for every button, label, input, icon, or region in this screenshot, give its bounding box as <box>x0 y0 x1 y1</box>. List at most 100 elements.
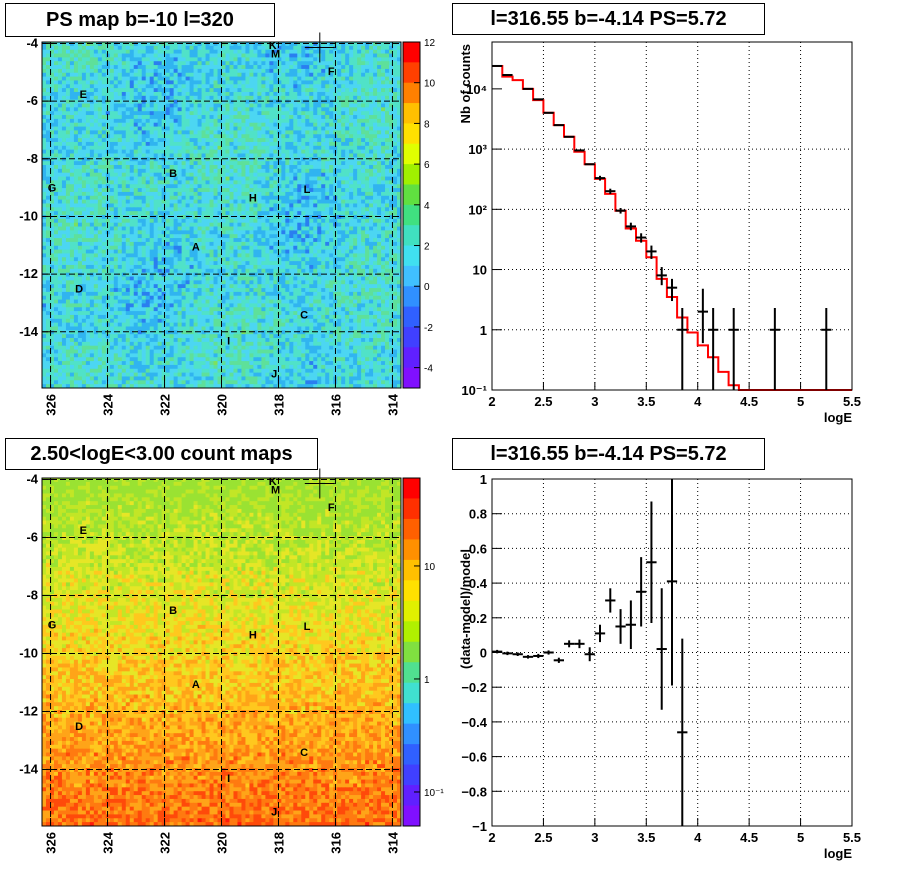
map-pixel <box>57 249 63 254</box>
map-pixel <box>42 111 47 116</box>
map-pixel <box>281 111 286 116</box>
map-pixel <box>93 65 99 70</box>
map-pixel <box>225 245 230 250</box>
map-pixel <box>397 91 402 97</box>
map-pixel <box>69 88 75 93</box>
map-pixel <box>85 138 91 143</box>
map-pixel <box>361 107 366 112</box>
map-pixel <box>237 195 242 201</box>
map-pixel <box>42 138 47 143</box>
map-pixel <box>237 126 242 131</box>
map-pixel <box>125 168 131 174</box>
map-pixel <box>61 203 67 208</box>
map-pixel <box>293 153 298 158</box>
map-pixel <box>165 99 171 104</box>
map-pixel <box>65 80 71 85</box>
map-pixel <box>117 42 123 47</box>
map-pixel <box>357 222 362 227</box>
map-pixel <box>393 165 398 170</box>
map-pixel <box>69 157 75 162</box>
map-pixel <box>353 111 358 116</box>
map-pixel <box>361 57 366 62</box>
map-pixel <box>181 245 186 250</box>
map-pixel <box>97 207 103 212</box>
map-pixel <box>229 88 234 93</box>
map-pixel <box>245 165 250 170</box>
map-pixel <box>157 61 163 66</box>
map-pixel <box>313 149 318 154</box>
map-pixel <box>261 222 266 227</box>
map-pixel <box>153 157 159 162</box>
map-pixel <box>109 230 115 235</box>
map-pixel <box>397 168 402 174</box>
map-pixel <box>385 138 390 143</box>
map-pixel <box>185 176 190 181</box>
map-pixel <box>69 191 75 197</box>
map-pixel <box>97 130 103 135</box>
map-pixel <box>61 172 67 177</box>
map-pixel <box>53 172 59 177</box>
map-pixel <box>137 76 143 81</box>
map-pixel <box>353 103 358 108</box>
map-pixel <box>61 138 67 143</box>
map-pixel <box>305 134 310 139</box>
map-pixel <box>141 191 147 197</box>
map-pixel <box>109 222 115 227</box>
map-pixel <box>209 161 214 166</box>
map-pixel <box>317 115 322 120</box>
map-pixel <box>221 176 226 181</box>
map-pixel <box>361 180 366 185</box>
map-pixel <box>349 226 354 231</box>
map-pixel <box>181 222 186 227</box>
map-pixel <box>241 118 246 124</box>
map-pixel <box>189 88 194 93</box>
map-pixel <box>161 222 167 227</box>
map-pixel <box>149 184 155 189</box>
map-pixel <box>173 138 179 143</box>
map-pixel <box>209 145 214 151</box>
map-pixel <box>89 168 95 174</box>
map-pixel <box>293 138 298 143</box>
map-pixel <box>133 184 139 189</box>
map-pixel <box>209 153 214 158</box>
map-pixel <box>373 222 378 227</box>
map-pixel <box>285 245 290 250</box>
map-pixel <box>237 161 242 166</box>
map-pixel <box>161 199 167 204</box>
map-pixel <box>197 211 202 216</box>
map-pixel <box>265 188 270 193</box>
map-pixel <box>65 115 71 120</box>
map-pixel <box>217 76 222 81</box>
map-pixel <box>337 203 342 208</box>
map-pixel <box>337 245 342 250</box>
map-pixel <box>361 241 366 247</box>
map-pixel <box>229 245 234 250</box>
map-pixel <box>393 238 398 243</box>
map-pixel <box>161 241 167 247</box>
map-pixel <box>85 207 91 212</box>
map-pixel <box>265 245 270 250</box>
map-pixel <box>81 103 87 108</box>
map-pixel <box>397 130 402 135</box>
map-pixel <box>277 165 282 170</box>
map-pixel <box>365 245 370 250</box>
map-pixel <box>149 45 155 51</box>
map-pixel <box>393 168 398 174</box>
map-pixel <box>301 95 306 101</box>
map-pixel <box>45 149 51 154</box>
map-pixel <box>285 111 290 116</box>
map-pixel <box>389 111 394 116</box>
map-pixel <box>205 157 210 162</box>
map-pixel <box>245 157 250 162</box>
map-pixel <box>341 45 346 51</box>
map-pixel <box>201 184 206 189</box>
map-pixel <box>381 172 386 177</box>
map-pixel <box>365 118 370 124</box>
map-pixel <box>381 138 386 143</box>
map-pixel <box>297 145 302 151</box>
map-pixel <box>141 207 147 212</box>
map-pixel <box>49 241 55 247</box>
map-pixel <box>249 234 254 239</box>
map-pixel <box>49 115 55 120</box>
map-pixel <box>89 141 95 147</box>
